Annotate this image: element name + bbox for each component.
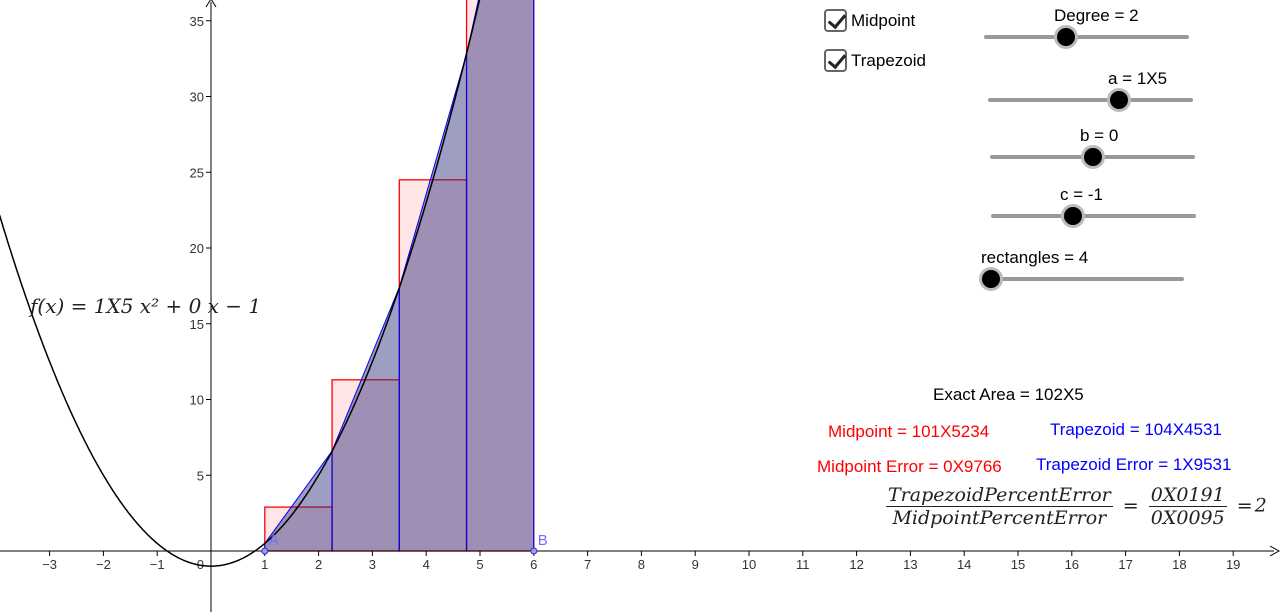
checkbox-midpoint-box[interactable] — [824, 9, 847, 32]
b-slider-knob[interactable] — [1083, 148, 1102, 166]
b-slider-label: b = 0 — [1080, 126, 1119, 145]
midpoint-sum-text: Midpoint = 101X5234 — [828, 422, 990, 441]
x-tick-label: 18 — [1172, 557, 1186, 572]
x-tick-label: 19 — [1226, 557, 1240, 572]
ratio-equals-1: = — [1122, 494, 1139, 517]
rectangles-slider-label: rectangles = 4 — [981, 248, 1089, 267]
x-tick-label: 9 — [692, 557, 699, 572]
midpoint-rect-2 — [331, 379, 400, 552]
percent-error-ratio: TrapezoidPercentError MidpointPercentErr… — [886, 484, 1267, 529]
x-tick-label: 2 — [315, 557, 322, 572]
point-a — [261, 547, 269, 555]
x-tick-label: 3 — [369, 557, 376, 572]
x-tick-label: −1 — [150, 557, 165, 572]
point-b — [530, 547, 538, 555]
degree-slider[interactable] — [984, 27, 1189, 47]
x-tick-label: 10 — [742, 557, 756, 572]
trapezoid-polygons — [264, 0, 535, 552]
x-tick-label: 11 — [796, 557, 810, 572]
ratio-right-denominator: 0X0095 — [1150, 507, 1225, 529]
y-tick-label: 30 — [190, 90, 204, 105]
midpoint-checkbox-label: Midpoint — [851, 10, 916, 30]
midpoint-checkbox[interactable]: Midpoint — [824, 9, 915, 32]
ratio-left-denominator: MidpointPercentError — [892, 507, 1107, 529]
degree-slider-knob[interactable] — [1057, 28, 1075, 46]
x-tick-label: 17 — [1118, 557, 1132, 572]
ratio-left-numerator: TrapezoidPercentError — [886, 484, 1113, 507]
y-axis-arrow — [205, 0, 217, 8]
function-curve — [0, 0, 481, 567]
c-slider-knob[interactable] — [1064, 207, 1082, 225]
x-tick-label: 5 — [476, 557, 483, 572]
trapezoid-error-text: Trapezoid Error = 1X9531 — [1036, 455, 1232, 474]
midpoint-error-text: Midpoint Error = 0X9766 — [817, 457, 1002, 476]
x-tick-label: 4 — [423, 557, 430, 572]
a-slider[interactable] — [988, 90, 1193, 110]
checkbox-trapezoid-box[interactable] — [824, 49, 847, 72]
x-tick-label: 14 — [957, 557, 971, 572]
y-tick-label: 15 — [190, 317, 204, 332]
degree-slider-label: Degree = 2 — [1054, 6, 1139, 25]
ratio-value: 2 — [1254, 494, 1267, 517]
c-slider[interactable] — [991, 206, 1196, 226]
x-tick-label: 6 — [530, 557, 537, 572]
x-tick-label: 16 — [1065, 557, 1079, 572]
exact-area-text: Exact Area = 102X5 — [933, 385, 1084, 404]
y-tick-label: 25 — [190, 165, 204, 180]
midpoint-rect-4 — [465, 0, 535, 552]
a-slider-label: a = 1X5 — [1108, 69, 1168, 88]
a-slider-knob[interactable] — [1110, 91, 1129, 109]
midpoint-rect-1 — [264, 506, 333, 552]
ratio-right-fraction: 0X0191 0X0095 — [1148, 484, 1227, 529]
b-slider[interactable] — [990, 147, 1195, 167]
x-tick-label: 7 — [584, 557, 591, 572]
ratio-left-fraction: TrapezoidPercentError MidpointPercentErr… — [886, 484, 1113, 529]
trapezoid-sum-text: Trapezoid = 104X4531 — [1050, 420, 1222, 439]
x-tick-label: 8 — [638, 557, 645, 572]
c-slider-label: c = -1 — [1060, 185, 1103, 204]
x-tick-label: −2 — [96, 557, 111, 572]
function-label: f(x) = 1X5 x² + 0 x − 1 — [28, 294, 261, 318]
x-tick-label: −3 — [42, 557, 57, 572]
rectangles-slider-knob[interactable] — [982, 270, 1001, 288]
parabola-curve — [0, 0, 481, 567]
ratio-equals-2: = — [1236, 494, 1253, 517]
trapezoid-checkbox[interactable]: Trapezoid — [824, 49, 926, 72]
x-axis-arrow — [1269, 545, 1280, 557]
point-a-label: A — [269, 532, 279, 549]
trapezoid-4 — [466, 0, 535, 552]
x-tick-label: 13 — [903, 557, 917, 572]
y-tick-label: 5 — [197, 468, 204, 483]
x-tick-label: 1 — [261, 557, 268, 572]
y-tick-label: 20 — [190, 241, 204, 256]
trapezoid-checkbox-label: Trapezoid — [851, 50, 926, 70]
y-tick-label: 10 — [190, 393, 204, 408]
trapezoid-3 — [398, 53, 468, 552]
y-tick-label: 35 — [190, 14, 204, 29]
point-b-label: B — [538, 532, 548, 549]
x-tick-label: 15 — [1011, 557, 1025, 572]
rectangles-slider[interactable] — [979, 269, 1184, 289]
ratio-right-numerator: 0X0191 — [1148, 484, 1227, 507]
x-tick-label: 12 — [849, 557, 863, 572]
